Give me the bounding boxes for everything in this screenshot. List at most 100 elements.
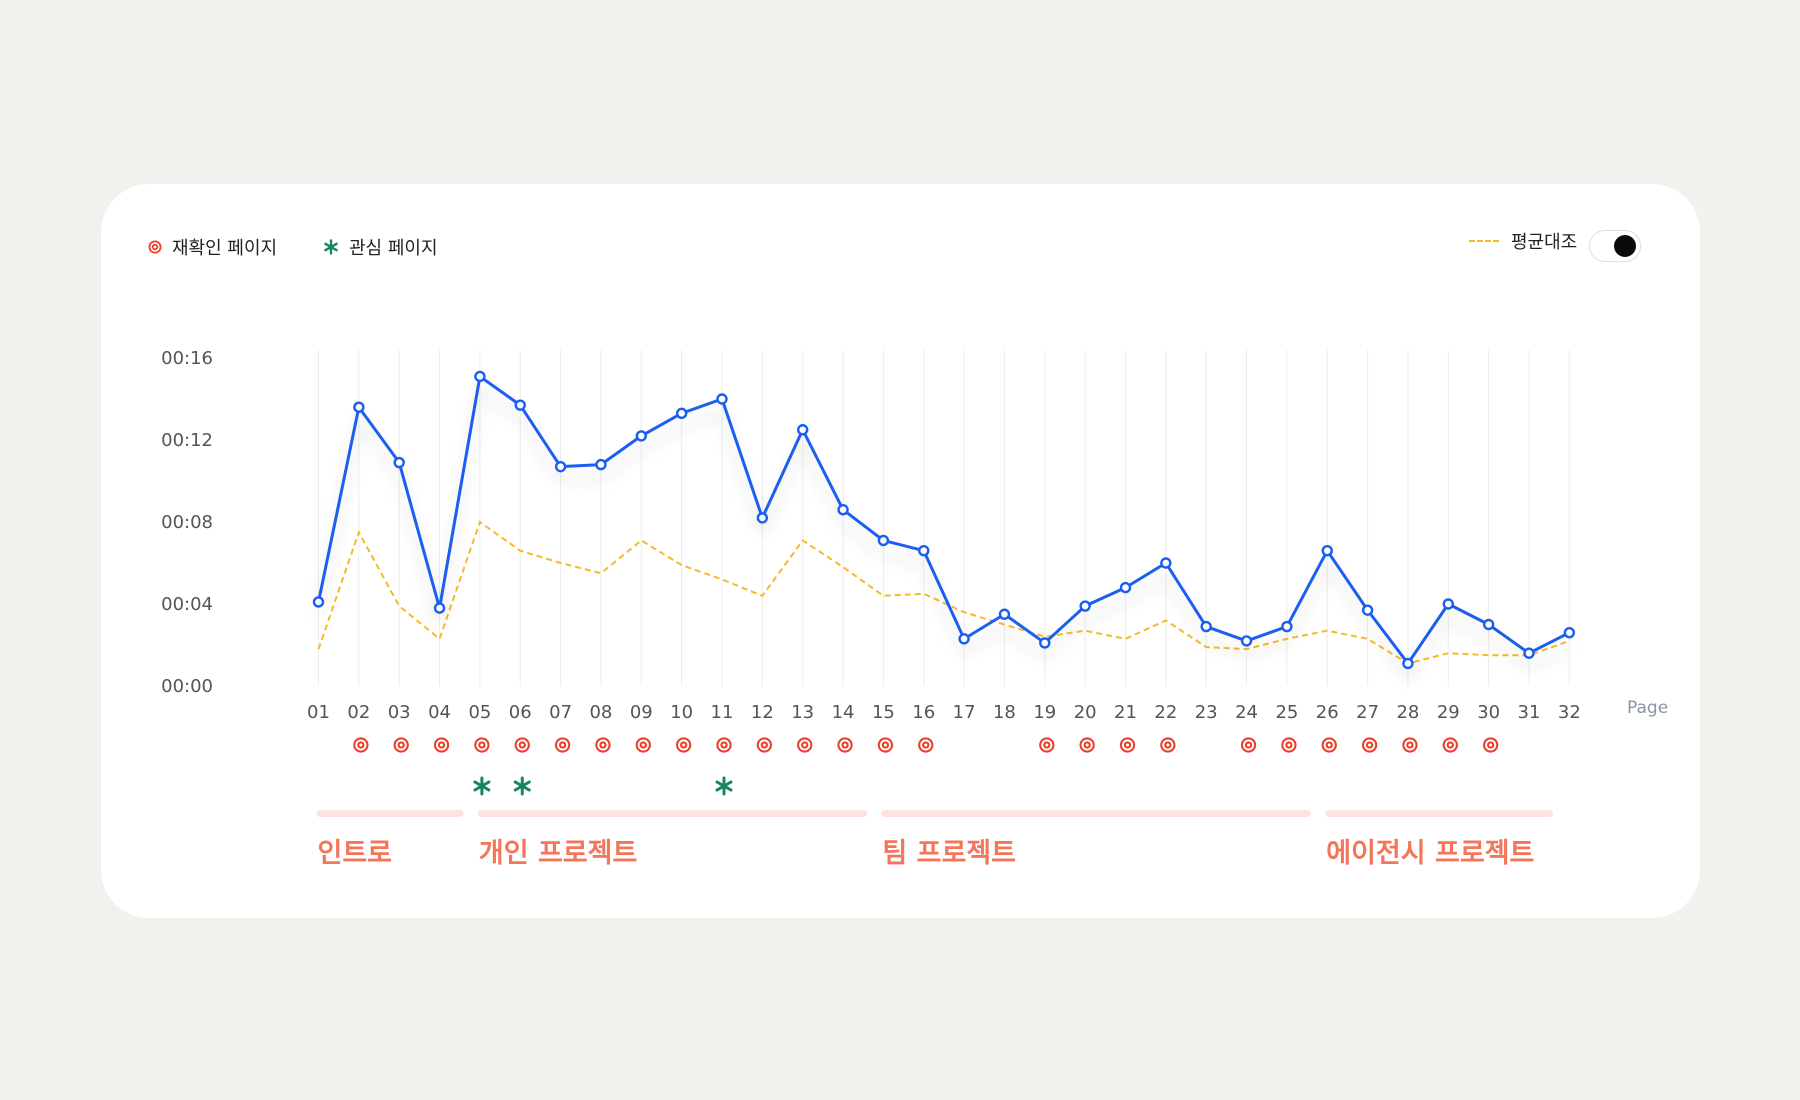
revisit-marker-ring bbox=[1281, 737, 1297, 753]
revisit-marker-ring bbox=[1361, 737, 1378, 753]
x-tick-label: 04 bbox=[428, 702, 451, 723]
revisit-marker-core bbox=[518, 741, 526, 749]
dashed-line-icon bbox=[1469, 240, 1499, 242]
revisit-marker-icon bbox=[837, 737, 853, 753]
revisit-marker-core bbox=[720, 741, 728, 749]
revisit-marker-core bbox=[1164, 741, 1172, 749]
x-tick-label: 21 bbox=[1114, 702, 1137, 723]
revisit-marker-ring bbox=[1039, 737, 1055, 753]
data-point bbox=[1321, 545, 1333, 557]
data-point bbox=[1039, 637, 1051, 649]
x-tick-label: 15 bbox=[872, 702, 895, 723]
revisit-marker-icon bbox=[554, 737, 571, 753]
x-tick-label: 29 bbox=[1437, 702, 1460, 723]
revisit-marker-icon bbox=[1079, 737, 1095, 753]
data-point bbox=[877, 534, 890, 547]
interest-marker-icon bbox=[715, 776, 733, 796]
revisit-marker-icon bbox=[474, 737, 490, 753]
revisit-marker-core bbox=[478, 741, 486, 749]
data-point bbox=[1079, 600, 1091, 612]
revisit-marker-icon bbox=[918, 737, 934, 753]
revisit-marker-icon bbox=[1442, 737, 1458, 753]
legend-revisit-label: 재확인 페이지 bbox=[172, 238, 278, 259]
section-label: 인트로 bbox=[318, 838, 393, 869]
revisit-marker-icon bbox=[877, 737, 894, 753]
average-toggle[interactable] bbox=[1589, 230, 1641, 262]
x-tick-label: 20 bbox=[1074, 702, 1097, 723]
data-point bbox=[514, 399, 526, 411]
revisit-marker-core bbox=[1446, 741, 1454, 749]
revisit-marker-icon bbox=[1240, 737, 1257, 753]
x-tick-label: 25 bbox=[1275, 702, 1298, 723]
revisit-marker-icon bbox=[1321, 737, 1337, 753]
data-point bbox=[312, 596, 325, 608]
revisit-marker-icon bbox=[676, 737, 692, 753]
revisit-marker-core bbox=[599, 741, 607, 749]
y-tick-label: 00:12 bbox=[161, 430, 213, 451]
revisit-marker-icon bbox=[1160, 737, 1176, 753]
y-tick-label: 00:16 bbox=[161, 348, 213, 369]
data-point bbox=[1281, 620, 1293, 633]
x-tick-label: 30 bbox=[1477, 702, 1500, 723]
revisit-marker-ring bbox=[797, 737, 813, 753]
data-point bbox=[474, 370, 486, 383]
asterisk-stroke bbox=[513, 780, 531, 792]
revisit-marker-core bbox=[1325, 741, 1333, 749]
data-point bbox=[1563, 627, 1576, 639]
data-point bbox=[1523, 647, 1535, 659]
data-point bbox=[353, 401, 365, 413]
data-point bbox=[1482, 618, 1495, 631]
data-point bbox=[393, 456, 405, 469]
revisit-marker-core bbox=[1123, 741, 1132, 749]
x-tick-label: 09 bbox=[630, 702, 653, 723]
revisit-marker-core bbox=[841, 741, 849, 749]
section-bar bbox=[477, 810, 868, 817]
x-tick-label: 23 bbox=[1195, 702, 1218, 723]
revisit-marker-core bbox=[639, 741, 647, 749]
revisit-marker-ring bbox=[1483, 737, 1499, 753]
section-bar bbox=[316, 810, 464, 817]
x-tick-label: 10 bbox=[670, 702, 693, 723]
chart-card bbox=[101, 184, 1700, 918]
revisit-marker-ring bbox=[1321, 737, 1337, 753]
y-tick-label: 00:08 bbox=[161, 512, 213, 533]
revisit-marker-core bbox=[1487, 741, 1495, 749]
x-tick-label: 19 bbox=[1033, 702, 1056, 723]
x-tick-label: 07 bbox=[549, 702, 572, 723]
data-point bbox=[1200, 620, 1212, 633]
data-point bbox=[797, 424, 809, 436]
revisit-marker-ring bbox=[756, 737, 772, 753]
x-tick-label: 18 bbox=[993, 702, 1016, 723]
revisit-marker-core bbox=[1365, 741, 1374, 749]
revisit-marker-ring bbox=[353, 737, 369, 753]
data-point bbox=[756, 512, 769, 524]
revisit-marker-core bbox=[922, 741, 930, 749]
revisit-marker-core bbox=[760, 741, 768, 749]
average-legend: 평균대조 bbox=[1469, 228, 1577, 254]
x-tick-label: 26 bbox=[1316, 702, 1339, 723]
x-tick-label: 32 bbox=[1558, 702, 1581, 723]
revisit-marker-core bbox=[801, 741, 809, 749]
data-point bbox=[958, 633, 970, 645]
revisit-marker-ring bbox=[837, 737, 853, 753]
revisit-marker-ring bbox=[554, 737, 571, 753]
x-axis-label: Page bbox=[1627, 698, 1668, 718]
average-series-line bbox=[317, 520, 1570, 665]
x-tick-label: 12 bbox=[751, 702, 774, 723]
data-point bbox=[716, 393, 728, 405]
data-point bbox=[1442, 598, 1455, 610]
revisit-marker-ring bbox=[595, 737, 611, 753]
data-point bbox=[635, 430, 647, 442]
data-point bbox=[1361, 604, 1374, 616]
data-point bbox=[1402, 657, 1414, 670]
x-tick-label: 24 bbox=[1235, 702, 1258, 723]
data-point bbox=[918, 545, 930, 557]
legend-interest: 관심 페이지 bbox=[323, 234, 438, 260]
revisit-marker-core bbox=[1083, 741, 1091, 749]
x-tick-label: 11 bbox=[711, 702, 734, 723]
x-tick-label: 17 bbox=[953, 702, 976, 723]
y-tick-label: 00:00 bbox=[161, 676, 213, 697]
revisit-marker-core bbox=[881, 741, 890, 749]
x-tick-label: 22 bbox=[1154, 702, 1177, 723]
